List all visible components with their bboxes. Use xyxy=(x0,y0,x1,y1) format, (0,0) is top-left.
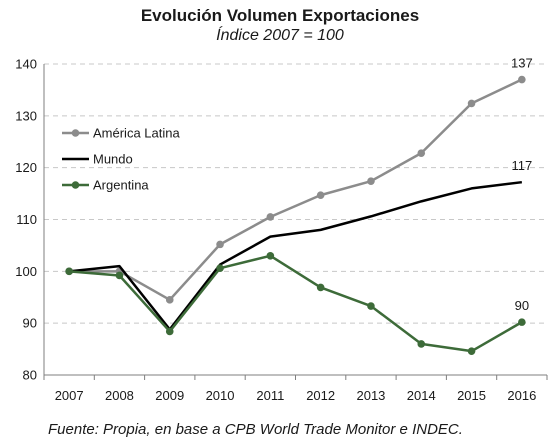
x-tick-label: 2012 xyxy=(306,388,335,403)
chart-subtitle: Índice 2007 = 100 xyxy=(216,27,344,44)
x-tick-label: 2010 xyxy=(206,388,235,403)
x-tick-label: 2014 xyxy=(407,388,436,403)
data-point-argentina xyxy=(467,347,476,355)
data-point-argentina xyxy=(417,340,426,348)
data-point-argentina xyxy=(115,271,124,280)
end-label-argentina: 90 xyxy=(515,298,529,313)
legend-marker-américa-latina xyxy=(71,129,80,137)
x-tick-label: 2007 xyxy=(55,388,84,403)
x-tick-label: 2013 xyxy=(356,388,385,403)
y-tick-label: 90 xyxy=(23,316,37,331)
legend-label-mundo: Mundo xyxy=(93,152,133,167)
y-tick-label: 100 xyxy=(15,264,37,279)
y-tick-label: 130 xyxy=(15,108,37,123)
y-tick-label: 140 xyxy=(15,57,37,72)
end-label-mundo: 117 xyxy=(511,158,532,173)
legend-marker-argentina xyxy=(71,181,80,189)
y-tick-label: 120 xyxy=(15,160,37,175)
data-point-argentina xyxy=(266,251,275,260)
x-tick-label: 2015 xyxy=(457,388,486,403)
data-point-argentina xyxy=(316,283,325,292)
y-tick-label: 110 xyxy=(16,212,37,227)
data-point-américa-latina xyxy=(266,213,275,221)
data-point-américa-latina xyxy=(417,149,426,157)
x-tick-label: 2009 xyxy=(155,388,184,403)
data-point-américa-latina xyxy=(467,99,476,108)
data-point-argentina xyxy=(165,327,174,336)
data-point-américa-latina xyxy=(316,191,325,199)
data-point-américa-latina xyxy=(367,177,375,185)
x-tick-label: 2011 xyxy=(256,388,284,403)
x-tick-label: 2016 xyxy=(507,388,536,403)
data-point-américa-latina xyxy=(165,296,174,304)
data-point-argentina xyxy=(216,264,224,273)
source-note: Fuente: Propia, en base a CPB World Trad… xyxy=(48,421,463,438)
series-line-mundo xyxy=(69,180,523,331)
series-line-américa-latina xyxy=(69,78,523,302)
data-point-américa-latina xyxy=(216,240,224,249)
end-label-américa-latina: 137 xyxy=(511,56,533,71)
data-point-argentina xyxy=(65,267,73,276)
legend-label-argentina: Argentina xyxy=(93,178,149,193)
x-tick-label: 2008 xyxy=(105,388,134,403)
legend-label-américa-latina: América Latina xyxy=(93,126,180,141)
chart-title: Evolución Volumen Exportaciones xyxy=(140,6,420,25)
data-point-argentina xyxy=(367,302,375,310)
series-line-argentina xyxy=(69,254,523,353)
data-point-américa-latina xyxy=(518,75,526,84)
y-tick-label: 80 xyxy=(23,368,37,383)
data-point-argentina xyxy=(518,318,526,326)
